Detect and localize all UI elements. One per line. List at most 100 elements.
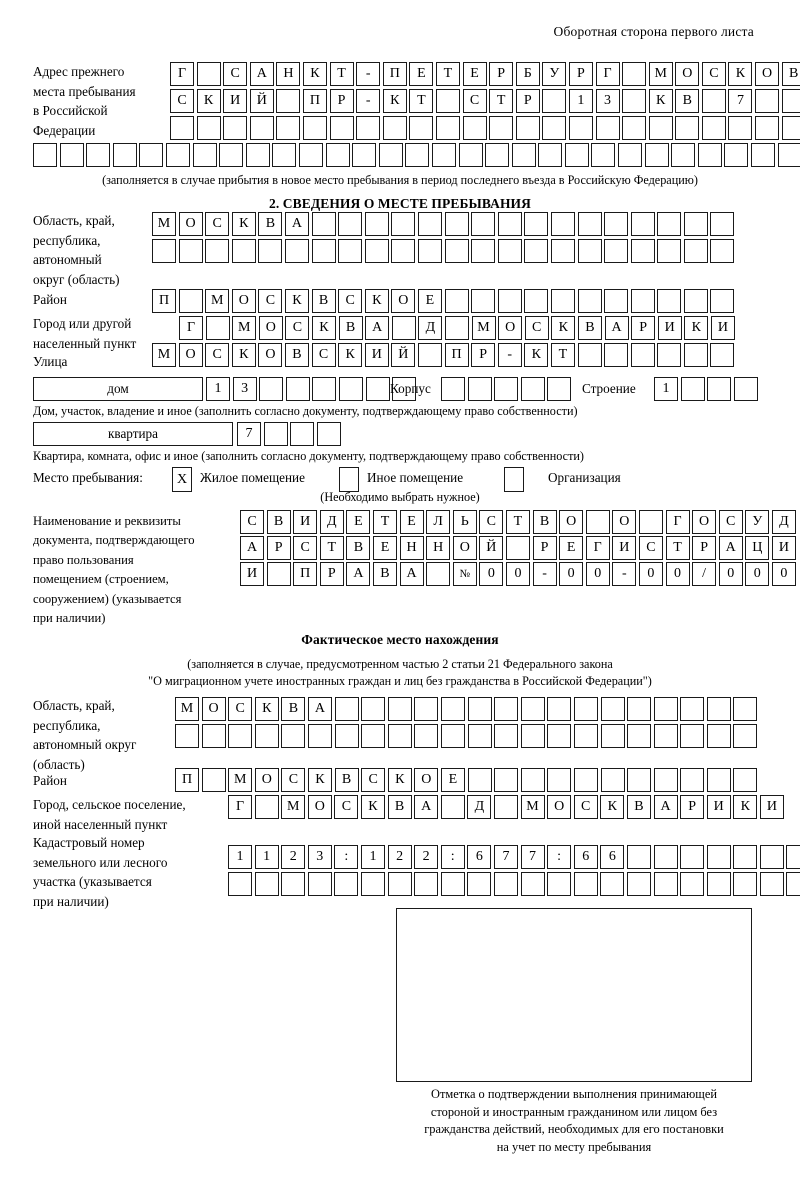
char-cell[interactable]: Ц xyxy=(745,536,770,560)
char-cell[interactable]: С xyxy=(205,212,230,236)
char-cell[interactable] xyxy=(626,872,651,896)
char-cell[interactable] xyxy=(733,697,758,721)
char-cell[interactable] xyxy=(365,377,390,401)
char-cell[interactable]: 1 xyxy=(228,845,252,869)
char-cell[interactable]: О xyxy=(547,795,572,819)
char-cell[interactable]: К xyxy=(231,212,256,236)
char-cell[interactable] xyxy=(387,724,412,748)
char-cell[interactable] xyxy=(431,143,456,167)
char-cell[interactable] xyxy=(259,377,284,401)
char-cell[interactable] xyxy=(618,143,643,167)
char-cell[interactable] xyxy=(302,116,327,140)
char-cell[interactable] xyxy=(755,89,780,113)
char-cell[interactable] xyxy=(547,872,572,896)
char-cell[interactable] xyxy=(657,343,682,367)
char-cell[interactable]: К xyxy=(364,289,389,313)
char-cell[interactable] xyxy=(489,116,514,140)
char-cell[interactable]: / xyxy=(692,562,717,586)
char-cell[interactable] xyxy=(361,724,386,748)
char-cell[interactable]: Р xyxy=(568,62,593,86)
char-cell[interactable]: К xyxy=(524,343,549,367)
char-cell[interactable]: 2 xyxy=(387,845,412,869)
char-cell[interactable]: М xyxy=(648,62,673,86)
char-cell[interactable] xyxy=(550,289,575,313)
char-cell[interactable] xyxy=(577,239,602,263)
char-cell[interactable]: О xyxy=(231,289,256,313)
char-cell[interactable]: В xyxy=(532,510,557,534)
char-cell[interactable]: К xyxy=(302,62,327,86)
char-cell[interactable]: Б xyxy=(515,62,540,86)
char-cell[interactable]: И xyxy=(759,795,784,819)
char-cell[interactable]: О xyxy=(391,289,416,313)
flat-number-row[interactable]: 7 xyxy=(237,422,341,446)
char-cell[interactable] xyxy=(707,377,732,401)
char-cell[interactable] xyxy=(630,212,655,236)
char-cell[interactable] xyxy=(706,845,731,869)
char-cell[interactable]: С xyxy=(205,343,230,367)
char-cell[interactable] xyxy=(440,724,465,748)
char-cell[interactable] xyxy=(178,289,203,313)
char-cell[interactable] xyxy=(600,697,625,721)
char-cell[interactable] xyxy=(263,422,288,446)
char-cell[interactable] xyxy=(414,872,439,896)
char-cell[interactable]: П xyxy=(152,289,176,313)
char-cell[interactable] xyxy=(417,212,442,236)
char-cell[interactable]: Ь xyxy=(452,510,477,534)
char-cell[interactable] xyxy=(538,143,563,167)
char-cell[interactable] xyxy=(392,377,417,401)
confirmation-stamp-box[interactable] xyxy=(396,908,752,1082)
char-cell[interactable] xyxy=(627,697,652,721)
char-cell[interactable] xyxy=(152,239,176,263)
char-cell[interactable]: 0 xyxy=(718,562,743,586)
char-cell[interactable]: С xyxy=(479,510,504,534)
char-cell[interactable] xyxy=(361,697,386,721)
char-cell[interactable]: Д xyxy=(319,510,344,534)
char-cell[interactable]: 0 xyxy=(745,562,770,586)
char-cell[interactable] xyxy=(547,377,572,401)
char-cell[interactable]: 3 xyxy=(595,89,620,113)
char-cell[interactable]: - xyxy=(356,62,381,86)
char-cell[interactable] xyxy=(494,377,519,401)
char-cell[interactable]: Т xyxy=(505,510,530,534)
char-cell[interactable] xyxy=(440,697,465,721)
char-cell[interactable] xyxy=(391,239,416,263)
char-cell[interactable]: : xyxy=(334,845,359,869)
char-cell[interactable] xyxy=(192,143,217,167)
char-cell[interactable] xyxy=(458,143,483,167)
char-cell[interactable] xyxy=(485,143,510,167)
char-cell[interactable]: Е xyxy=(346,510,371,534)
char-cell[interactable] xyxy=(653,768,678,792)
char-cell[interactable]: В xyxy=(372,562,397,586)
char-cell[interactable]: С xyxy=(281,768,306,792)
char-cell[interactable]: К xyxy=(254,697,279,721)
char-cell[interactable] xyxy=(467,872,492,896)
char-cell[interactable]: 6 xyxy=(573,845,598,869)
char-cell[interactable] xyxy=(638,510,663,534)
char-cell[interactable] xyxy=(630,239,655,263)
actual-region-row[interactable] xyxy=(175,724,758,748)
char-cell[interactable] xyxy=(680,697,705,721)
char-cell[interactable] xyxy=(405,143,430,167)
char-cell[interactable] xyxy=(196,62,221,86)
char-cell[interactable] xyxy=(728,116,753,140)
char-cell[interactable] xyxy=(585,510,610,534)
char-cell[interactable] xyxy=(417,239,442,263)
char-cell[interactable] xyxy=(311,239,336,263)
char-cell[interactable] xyxy=(653,724,678,748)
char-cell[interactable]: 3 xyxy=(307,845,332,869)
char-cell[interactable]: 7 xyxy=(493,845,518,869)
char-cell[interactable] xyxy=(781,89,800,113)
char-cell[interactable]: П xyxy=(382,62,407,86)
char-cell[interactable] xyxy=(196,116,221,140)
korpus-row[interactable] xyxy=(441,377,572,401)
char-cell[interactable]: 7 xyxy=(237,422,261,446)
char-cell[interactable]: : xyxy=(440,845,465,869)
char-cell[interactable]: К xyxy=(307,768,332,792)
char-cell[interactable]: С xyxy=(293,536,318,560)
region-row[interactable] xyxy=(152,239,735,263)
char-cell[interactable]: 0 xyxy=(585,562,610,586)
char-cell[interactable]: С xyxy=(258,289,283,313)
char-cell[interactable]: О xyxy=(755,62,780,86)
